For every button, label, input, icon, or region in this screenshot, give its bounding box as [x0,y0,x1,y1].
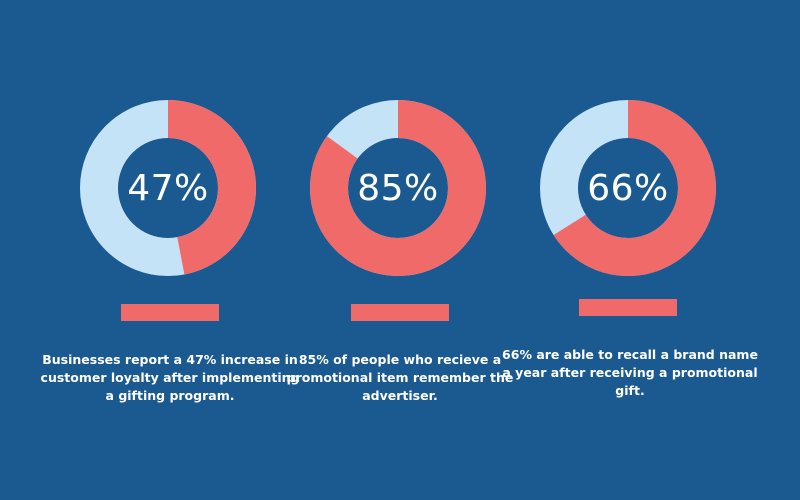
stat-loyalty: 47% Businesses report a 47% increase in … [40,0,300,500]
accent-bar [351,304,449,321]
donut-value-segment [310,100,486,276]
stat-advertiser-recall: 85% 85% of people who recieve a promotio… [270,0,530,500]
donut-percent-label: 85% [357,167,439,209]
accent-bar [121,304,219,321]
accent-bar [579,299,677,316]
donut-percent-label: 66% [587,167,669,209]
donut-chart: 66% [540,100,716,276]
donut-chart: 85% [310,100,486,276]
stat-caption: 66% are able to recall a brand name a ye… [502,347,758,398]
donut-svg [80,100,256,276]
donut-value-segment [540,100,716,276]
stat-caption: Businesses report a 47% increase in cust… [40,352,300,403]
donut-percent-label: 47% [127,167,209,209]
stat-brand-recall: 66% 66% are able to recall a brand name … [500,0,760,500]
donut-svg [540,100,716,276]
donut-value-segment [80,100,256,276]
stat-caption: 85% of people who recieve a promotional … [286,352,514,403]
donut-svg [310,100,486,276]
donut-chart: 47% [80,100,256,276]
